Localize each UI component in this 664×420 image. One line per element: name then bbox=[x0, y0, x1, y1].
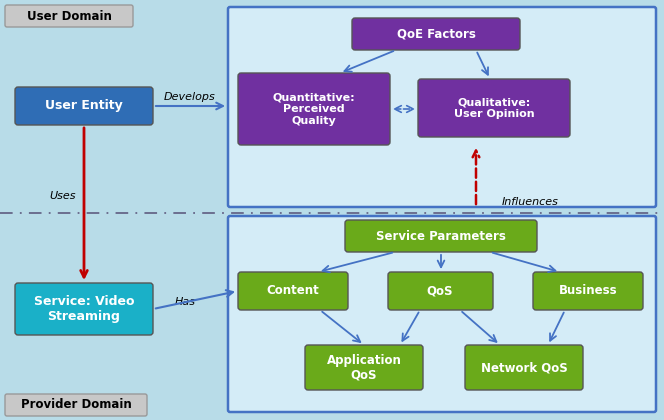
FancyBboxPatch shape bbox=[15, 87, 153, 125]
Text: Service Parameters: Service Parameters bbox=[376, 229, 506, 242]
Text: QoS: QoS bbox=[427, 284, 454, 297]
Text: Business: Business bbox=[558, 284, 618, 297]
Text: Content: Content bbox=[267, 284, 319, 297]
FancyBboxPatch shape bbox=[352, 18, 520, 50]
FancyBboxPatch shape bbox=[228, 7, 656, 207]
FancyBboxPatch shape bbox=[305, 345, 423, 390]
FancyBboxPatch shape bbox=[5, 5, 133, 27]
Text: Uses: Uses bbox=[50, 191, 76, 201]
FancyBboxPatch shape bbox=[345, 220, 537, 252]
Text: Has: Has bbox=[175, 297, 195, 307]
FancyBboxPatch shape bbox=[418, 79, 570, 137]
Text: Influences: Influences bbox=[501, 197, 558, 207]
Text: Quantitative:
Perceived
Quality: Quantitative: Perceived Quality bbox=[273, 92, 355, 126]
FancyBboxPatch shape bbox=[388, 272, 493, 310]
Text: Develops: Develops bbox=[164, 92, 216, 102]
FancyBboxPatch shape bbox=[465, 345, 583, 390]
FancyBboxPatch shape bbox=[533, 272, 643, 310]
FancyBboxPatch shape bbox=[238, 272, 348, 310]
Text: Provider Domain: Provider Domain bbox=[21, 399, 131, 412]
Text: Network QoS: Network QoS bbox=[481, 362, 567, 375]
FancyBboxPatch shape bbox=[15, 283, 153, 335]
Text: User Domain: User Domain bbox=[27, 10, 112, 23]
Text: Qualitative:
User Opinion: Qualitative: User Opinion bbox=[454, 97, 535, 119]
FancyBboxPatch shape bbox=[5, 394, 147, 416]
FancyBboxPatch shape bbox=[228, 216, 656, 412]
Text: Service: Video
Streaming: Service: Video Streaming bbox=[34, 295, 134, 323]
Text: QoE Factors: QoE Factors bbox=[396, 27, 475, 40]
Text: User Entity: User Entity bbox=[45, 100, 123, 113]
FancyBboxPatch shape bbox=[238, 73, 390, 145]
Text: Application
QoS: Application QoS bbox=[327, 354, 402, 382]
